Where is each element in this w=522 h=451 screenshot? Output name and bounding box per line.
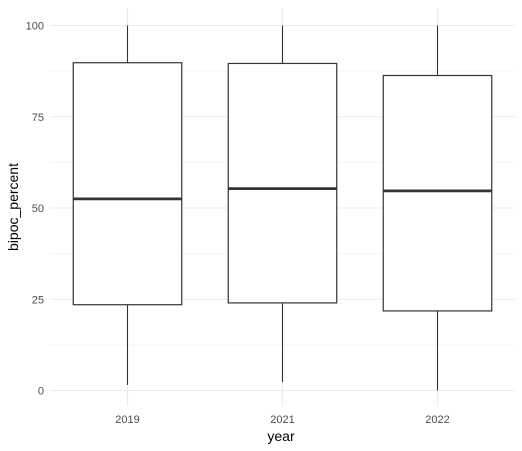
y-tick-label: 50	[32, 203, 44, 215]
y-axis-title: bipoc_percent	[5, 163, 21, 251]
iqr-box	[72, 62, 183, 306]
iqr-box	[227, 62, 338, 304]
y-tick-label: 100	[26, 21, 44, 33]
x-tick-label: 2021	[270, 414, 294, 426]
box-2021	[227, 25, 338, 383]
box-2022	[382, 25, 493, 391]
box-2019	[72, 25, 183, 386]
x-axis-title: year	[267, 428, 295, 444]
iqr-box	[382, 74, 493, 312]
y-tick-label: 25	[32, 294, 44, 306]
x-tick-label: 2022	[425, 414, 449, 426]
y-tick-label: 75	[32, 112, 44, 124]
x-tick-label: 2019	[115, 414, 139, 426]
x-axis-ticks: 2019 2021 2022	[115, 414, 449, 426]
y-tick-label: 0	[38, 386, 44, 398]
y-axis-ticks: 0 25 50 75 100	[26, 21, 44, 398]
boxplot-series	[72, 25, 493, 391]
